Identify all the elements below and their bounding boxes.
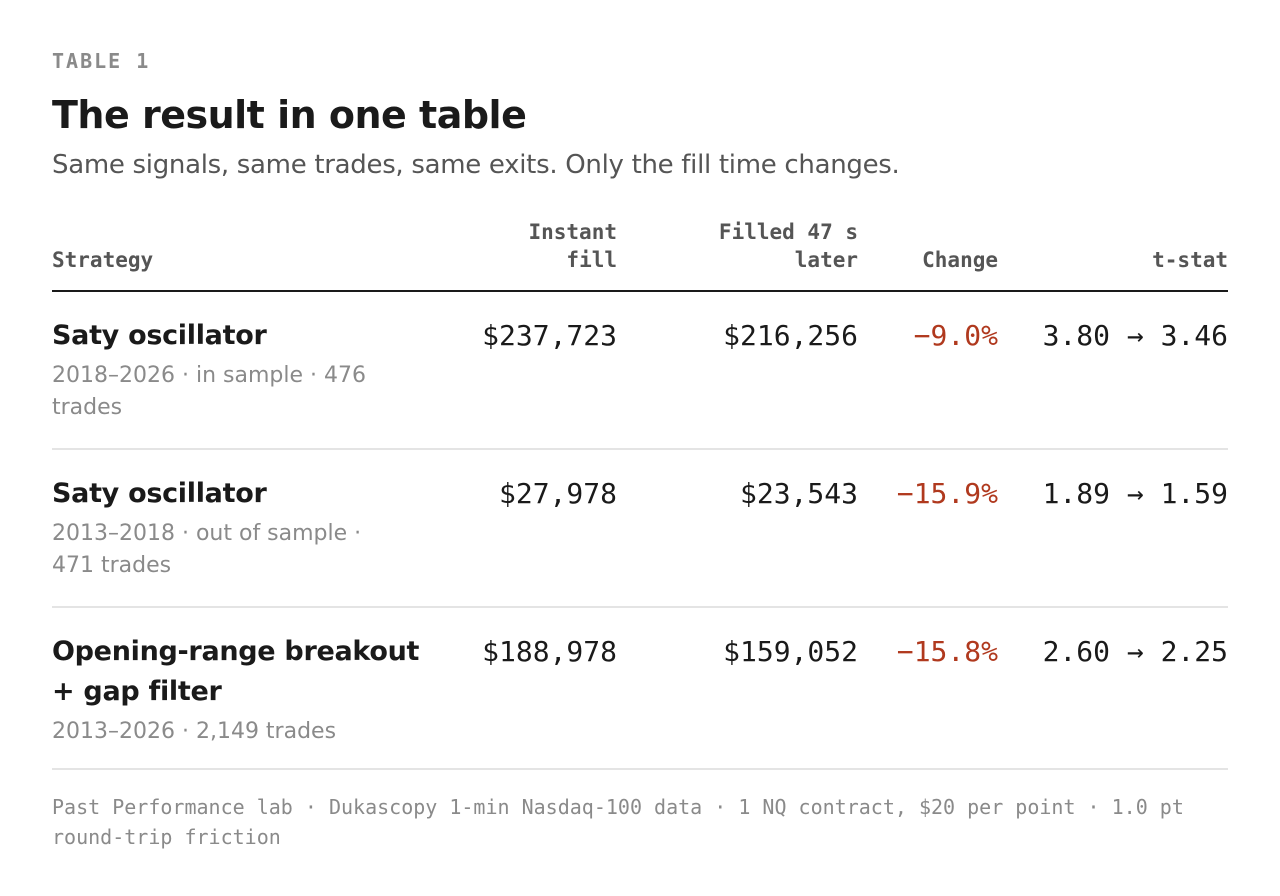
strategy-meta: 2013–2026 · 2,149 trades xyxy=(52,719,337,744)
page-title: The result in one table xyxy=(52,93,527,137)
results-section: TABLE 1 The result in one table Same sig… xyxy=(52,44,1228,852)
header-filled-later: Filled 47 s later xyxy=(617,218,858,292)
instant-fill-value: $27,978 xyxy=(432,449,617,608)
filled-later-value: $216,256 xyxy=(617,291,858,450)
instant-fill-value: $188,978 xyxy=(432,607,617,770)
strategy-cell: Opening-range breakout + gap filter 2013… xyxy=(52,607,432,770)
page-subtitle: Same signals, same trades, same exits. O… xyxy=(52,150,900,180)
strategy-meta: 2013–2018 · out of sample · 471 trades xyxy=(52,521,362,578)
strategy-name: Saty oscillator xyxy=(52,320,267,351)
strategy-name: Opening-range breakout + gap filter xyxy=(52,636,420,707)
tstat-value: 1.89 → 1.59 xyxy=(998,449,1228,608)
header-instant-fill-line1: Instant xyxy=(528,220,617,244)
strategy-meta: 2018–2026 · in sample · 476 trades xyxy=(52,363,366,420)
header-tstat: t-stat xyxy=(998,218,1228,292)
table-row: Opening-range breakout + gap filter 2013… xyxy=(52,607,1228,770)
strategy-name: Saty oscillator xyxy=(52,478,267,509)
change-value: −15.9% xyxy=(858,449,998,608)
filled-later-value: $159,052 xyxy=(617,607,858,770)
strategy-cell: Saty oscillator 2013–2018 · out of sampl… xyxy=(52,449,432,608)
tstat-value: 2.60 → 2.25 xyxy=(998,607,1228,770)
header-change: Change xyxy=(858,218,998,292)
header-instant-fill: Instant fill xyxy=(432,218,617,292)
strategy-cell: Saty oscillator 2018–2026 · in sample · … xyxy=(52,291,432,450)
change-value: −15.8% xyxy=(858,607,998,770)
filled-later-value: $23,543 xyxy=(617,449,858,608)
header-strategy: Strategy xyxy=(52,218,432,292)
instant-fill-value: $237,723 xyxy=(432,291,617,450)
change-value: −9.0% xyxy=(858,291,998,450)
table-row: Saty oscillator 2018–2026 · in sample · … xyxy=(52,291,1228,450)
table-header-row: Strategy Instant fill Filled 47 s later Ch… xyxy=(52,218,1228,292)
header-instant-fill-line2: fill xyxy=(566,248,617,272)
results-table: Strategy Instant fill Filled 47 s later Ch… xyxy=(52,218,1228,770)
tstat-value: 3.80 → 3.46 xyxy=(998,291,1228,450)
table-row: Saty oscillator 2013–2018 · out of sampl… xyxy=(52,449,1228,608)
table-footnote: Past Performance lab · Dukascopy 1-min N… xyxy=(52,795,1184,849)
header-filled-later-line2: later xyxy=(794,248,858,272)
header-filled-later-line1: Filled 47 s xyxy=(718,220,858,244)
table-eyebrow: TABLE 1 xyxy=(52,49,151,73)
